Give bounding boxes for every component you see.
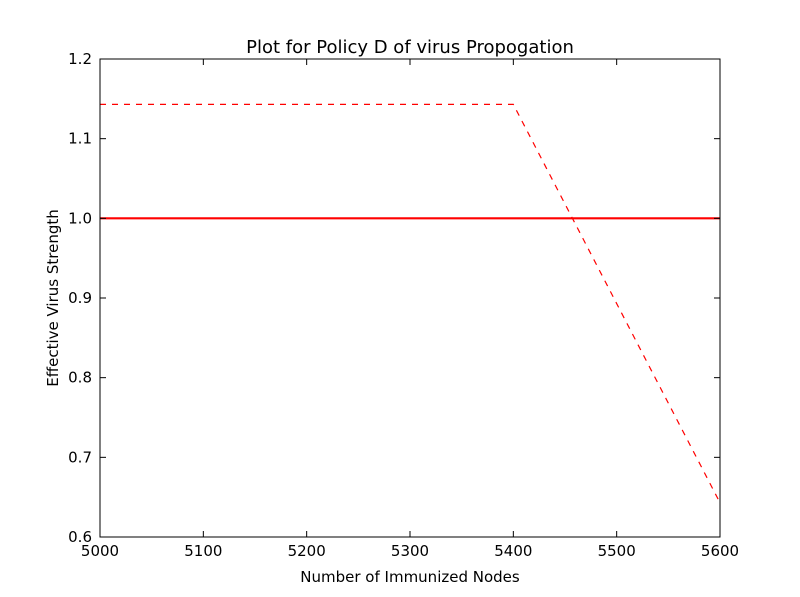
y-tick-label: 1.2 (68, 50, 92, 68)
x-tick-label: 5600 (701, 542, 739, 560)
x-tick-label: 5000 (81, 542, 119, 560)
chart-title: Plot for Policy D of virus Propogation (246, 37, 574, 58)
y-axis-label: Effective Virus Strength (44, 209, 62, 386)
y-tick-label: 0.8 (68, 369, 92, 387)
x-tick-label: 5200 (288, 542, 326, 560)
plot-frame (99, 58, 721, 538)
y-tick-label: 0.9 (68, 289, 92, 307)
x-axis-label: Number of Immunized Nodes (300, 568, 520, 586)
axis-ticks: 5000 5100 5200 5300 5400 5500 5600 0.6 0.7 0.8 0.9… (68, 50, 739, 560)
x-tick-label: 5500 (598, 542, 636, 560)
y-tick-label: 0.6 (68, 528, 92, 546)
x-tick-label: 5400 (494, 542, 532, 560)
y-tick-label: 1.1 (68, 130, 92, 148)
y-tick-label: 1.0 (68, 209, 92, 227)
y-tick-label: 0.7 (68, 448, 92, 466)
plot-area (100, 103, 721, 504)
x-tick-label: 5300 (391, 542, 429, 560)
x-tick-label: 5100 (184, 542, 222, 560)
series-line-2 (100, 103, 721, 504)
